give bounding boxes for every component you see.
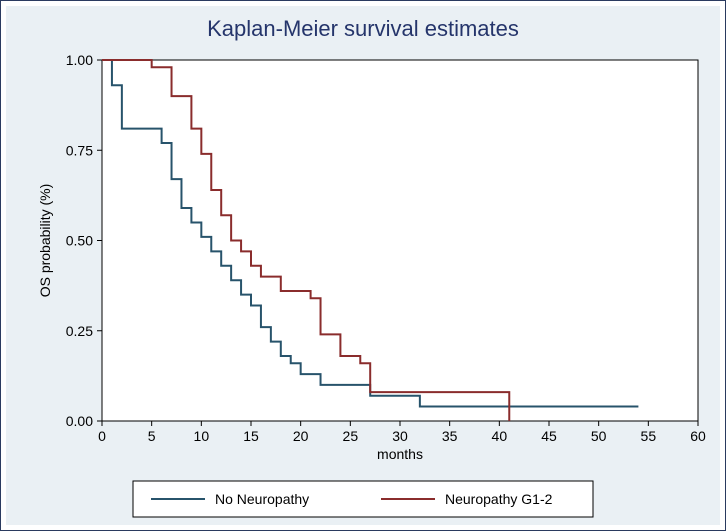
x-tick-label: 30	[392, 428, 408, 444]
x-tick-label: 15	[243, 428, 259, 444]
chart-title: Kaplan-Meier survival estimates	[207, 16, 519, 41]
x-axis: 0 5 10 15 20 25 30 35 40 45 50 55 60	[98, 421, 706, 444]
legend-label: No Neuropathy	[215, 491, 309, 507]
chart-background: Kaplan-Meier survival estimates 0 5 10 15 20 2…	[6, 6, 720, 525]
chart-frame: Kaplan-Meier survival estimates 0 5 10 15 20 2…	[0, 0, 726, 531]
y-tick-label: 0.50	[66, 233, 93, 249]
x-tick-label: 25	[343, 428, 359, 444]
x-tick-label: 45	[541, 428, 557, 444]
x-tick-label: 5	[148, 428, 156, 444]
legend: No Neuropathy Neuropathy G1-2	[133, 481, 593, 517]
x-tick-label: 10	[194, 428, 210, 444]
kaplan-meier-chart: Kaplan-Meier survival estimates 0 5 10 15 20 2…	[6, 6, 720, 525]
x-tick-label: 55	[641, 428, 657, 444]
y-tick-label: 0.75	[66, 142, 93, 158]
y-axis: 0.00 0.25 0.50 0.75 1.00	[66, 52, 102, 429]
x-tick-label: 40	[492, 428, 508, 444]
x-tick-label: 20	[293, 428, 309, 444]
x-tick-label: 0	[98, 428, 106, 444]
y-tick-label: 1.00	[66, 52, 93, 68]
x-tick-label: 50	[591, 428, 607, 444]
x-tick-label: 35	[442, 428, 458, 444]
legend-label: Neuropathy G1-2	[445, 491, 553, 507]
y-tick-label: 0.00	[66, 413, 93, 429]
x-axis-label: months	[377, 446, 423, 462]
y-tick-label: 0.25	[66, 323, 93, 339]
y-axis-label: OS probability (%)	[37, 184, 53, 298]
x-tick-label: 60	[690, 428, 706, 444]
